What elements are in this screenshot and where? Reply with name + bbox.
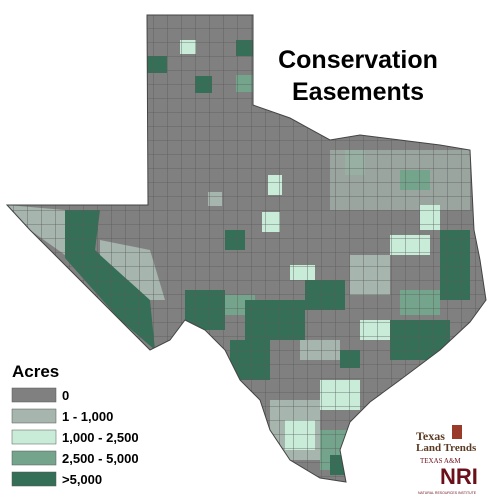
legend-label: 1 - 1,000: [62, 409, 113, 424]
logo-icon: [452, 425, 462, 439]
logo-text: TEXAS A&M: [420, 457, 461, 465]
legend-swatch: [11, 387, 57, 403]
legend-swatch: [11, 450, 57, 466]
logo-text: Texas: [416, 429, 445, 443]
map-title: Easements: [292, 78, 424, 106]
legend-label: 1,000 - 2,500: [62, 430, 139, 445]
logo-text: Land Trends: [416, 442, 477, 454]
legend-title: Acres: [12, 362, 59, 381]
legend-swatch: [11, 471, 57, 487]
legend-label: 2,500 - 5,000: [62, 451, 139, 466]
legend: 0 1 - 1,000 1,000 - 2,500 2,500 - 5,000 >5,0…: [11, 387, 139, 487]
legend-swatch: [11, 429, 57, 445]
logo-text: NRI: [440, 464, 478, 489]
state-outline: [5, 14, 487, 483]
logo-text: NATURAL RESOURCES INSTITUTE: [418, 491, 477, 495]
legend-label: 0: [62, 388, 69, 403]
logo: Texas Land Trends TEXAS A&M NRI NATURAL …: [416, 425, 478, 495]
map-title: Conservation: [278, 46, 438, 74]
legend-swatch: [11, 408, 57, 424]
legend-label: >5,000: [62, 472, 102, 487]
